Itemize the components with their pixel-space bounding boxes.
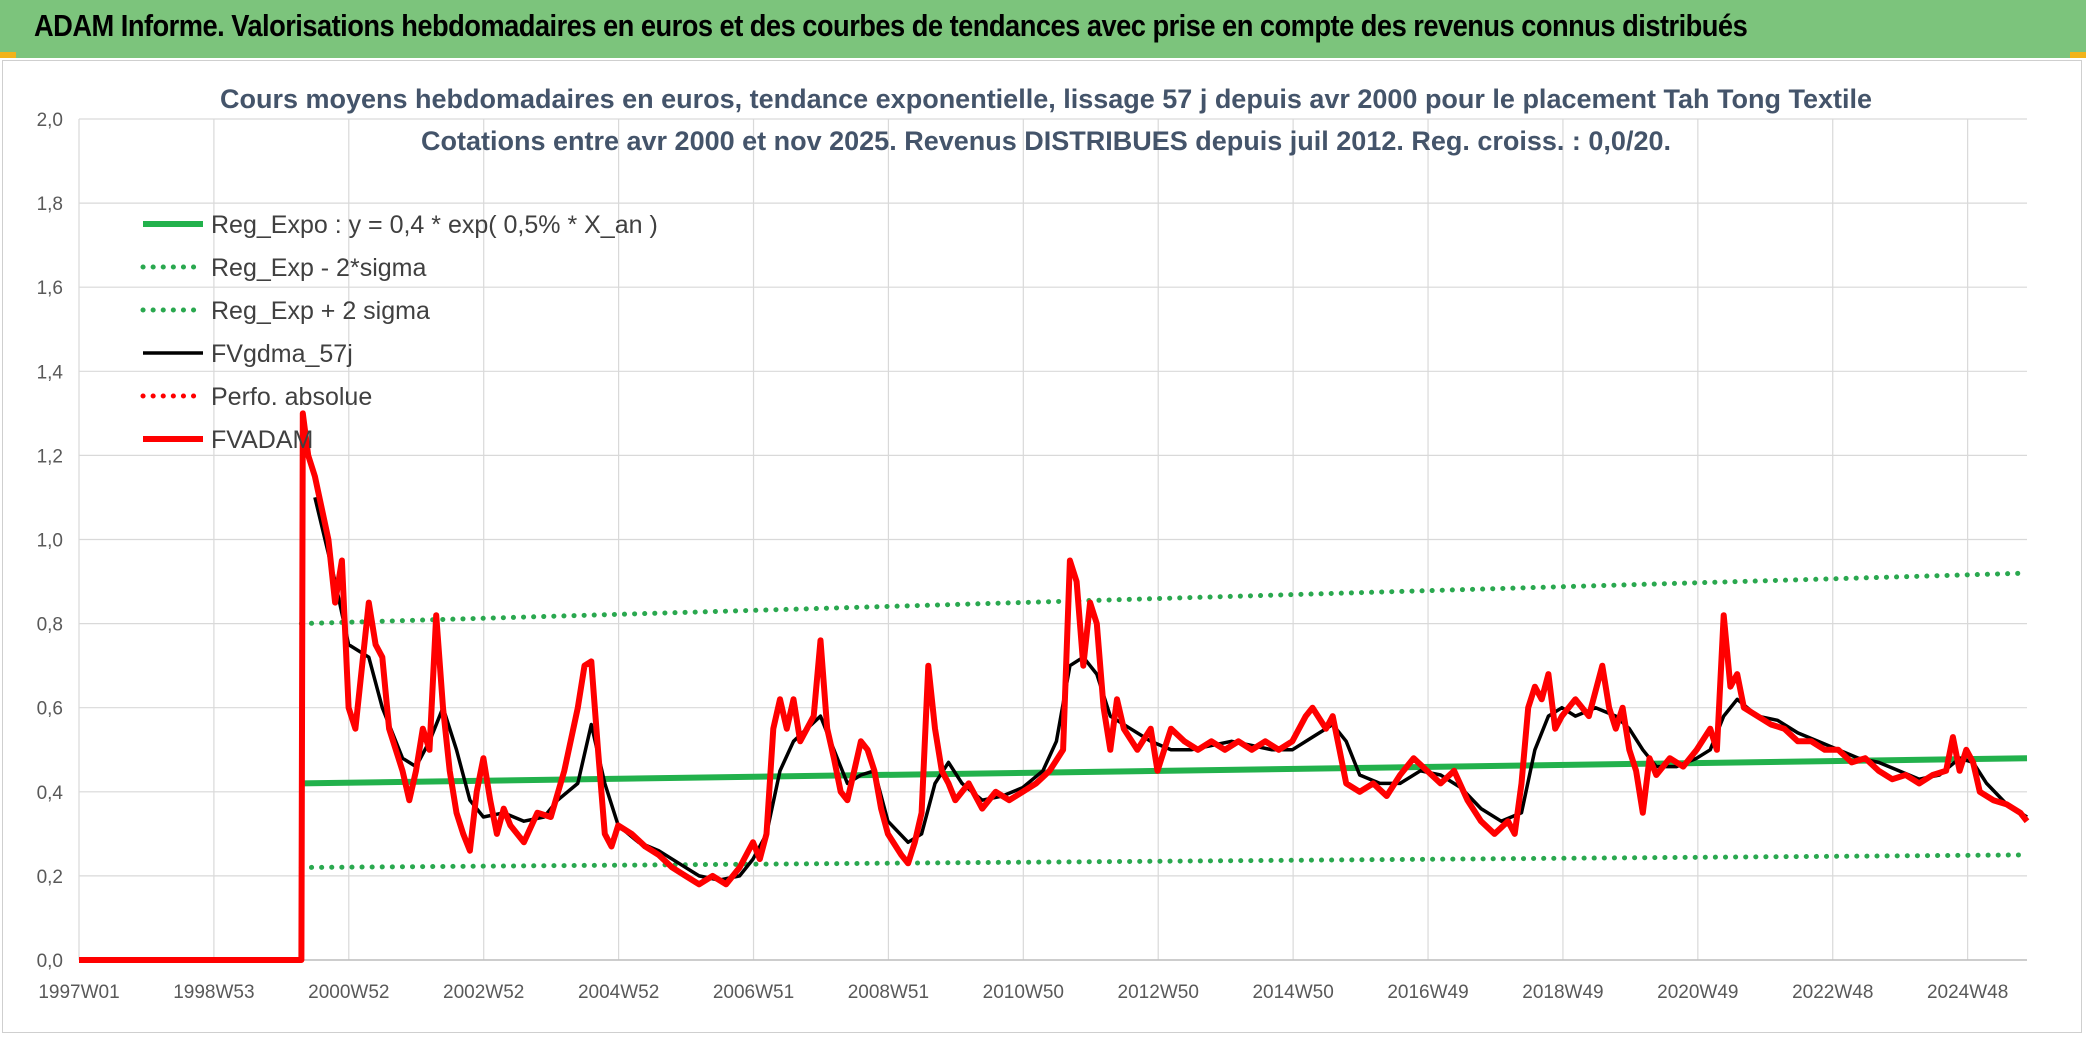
series-line-3 (298, 570, 2030, 627)
report-header: ADAM Informe. Valorisations hebdomadaire… (0, 0, 2086, 58)
legend-label-4: FVgdma_57j (211, 340, 353, 368)
series (79, 410, 2030, 963)
x-tick-label: 2014W50 (1252, 982, 1333, 1003)
x-tick-label: 2000W52 (308, 982, 389, 1003)
legend-label-2: Reg_Exp - 2*sigma (211, 254, 426, 282)
y-tick-label: 1,8 (37, 194, 63, 215)
y-tick-label: 2,0 (37, 110, 63, 131)
x-tick-label: 2024W48 (1927, 982, 2008, 1003)
series-line-1 (301, 755, 2028, 787)
chart-frame: 0,0 0,2 0,4 0,6 0,8 1,0 1,2 1,4 1,6 1,8 2,0 1997W01… (2, 60, 2082, 1033)
legend-label-6: FVADAM (211, 426, 313, 454)
y-tick-label: 0,8 (37, 615, 63, 636)
y-tick-label: 1,4 (37, 362, 64, 383)
x-tick-label: 2008W51 (848, 982, 929, 1003)
header-accent-right (2070, 52, 2086, 58)
x-tick-label: 2006W51 (713, 982, 794, 1003)
x-tick-label: 2010W50 (983, 982, 1064, 1003)
grid (78, 118, 2027, 961)
chart-title: Cours moyens hebdomadaires en euros, ten… (220, 84, 1872, 114)
axes: 0,0 0,2 0,4 0,6 0,8 1,0 1,2 1,4 1,6 1,8 2,0 1997W01… (37, 110, 2027, 1003)
x-tick-label: 2004W52 (578, 982, 659, 1003)
legend-label-1: Reg_Expo : y = 0,4 * exp( 0,5% * X_an ) (211, 211, 658, 239)
x-tick-label: 1998W53 (173, 982, 254, 1003)
legend-label-5: Perfo. absolue (211, 383, 372, 411)
x-tick-label: 2002W52 (443, 982, 524, 1003)
report-title: ADAM Informe. Valorisations hebdomadaire… (34, 8, 1748, 43)
series-line-4 (313, 496, 2028, 882)
x-tick-label: 2020W49 (1657, 982, 1738, 1003)
legend: Reg_Expo : y = 0,4 * exp( 0,5% * X_an ) R… (140, 211, 658, 454)
x-tick-label: 2018W49 (1522, 982, 1603, 1003)
x-tick-label: 2022W48 (1792, 982, 1873, 1003)
y-tick-label: 0,6 (37, 699, 63, 720)
header-accent-left (0, 52, 16, 58)
y-tick-label: 0,4 (37, 783, 64, 804)
x-tick-label: 1997W01 (38, 982, 119, 1003)
y-tick-label: 1,2 (37, 446, 63, 467)
y-tick-label: 1,0 (37, 531, 63, 552)
y-tick-label: 1,6 (37, 278, 63, 299)
chart-subtitle: Cotations entre avr 2000 et nov 2025. Re… (421, 126, 1671, 156)
series-line-2 (298, 852, 2030, 870)
legend-label-3: Reg_Exp + 2 sigma (211, 297, 430, 325)
y-tick-label: 0,0 (37, 951, 63, 972)
x-tick-label: 2016W49 (1387, 982, 1468, 1003)
line-chart: 0,0 0,2 0,4 0,6 0,8 1,0 1,2 1,4 1,6 1,8 2,0 1997W01… (37, 84, 2030, 1003)
series-line-6 (79, 410, 2030, 963)
y-tick-label: 0,2 (37, 867, 63, 888)
x-tick-label: 2012W50 (1118, 982, 1199, 1003)
